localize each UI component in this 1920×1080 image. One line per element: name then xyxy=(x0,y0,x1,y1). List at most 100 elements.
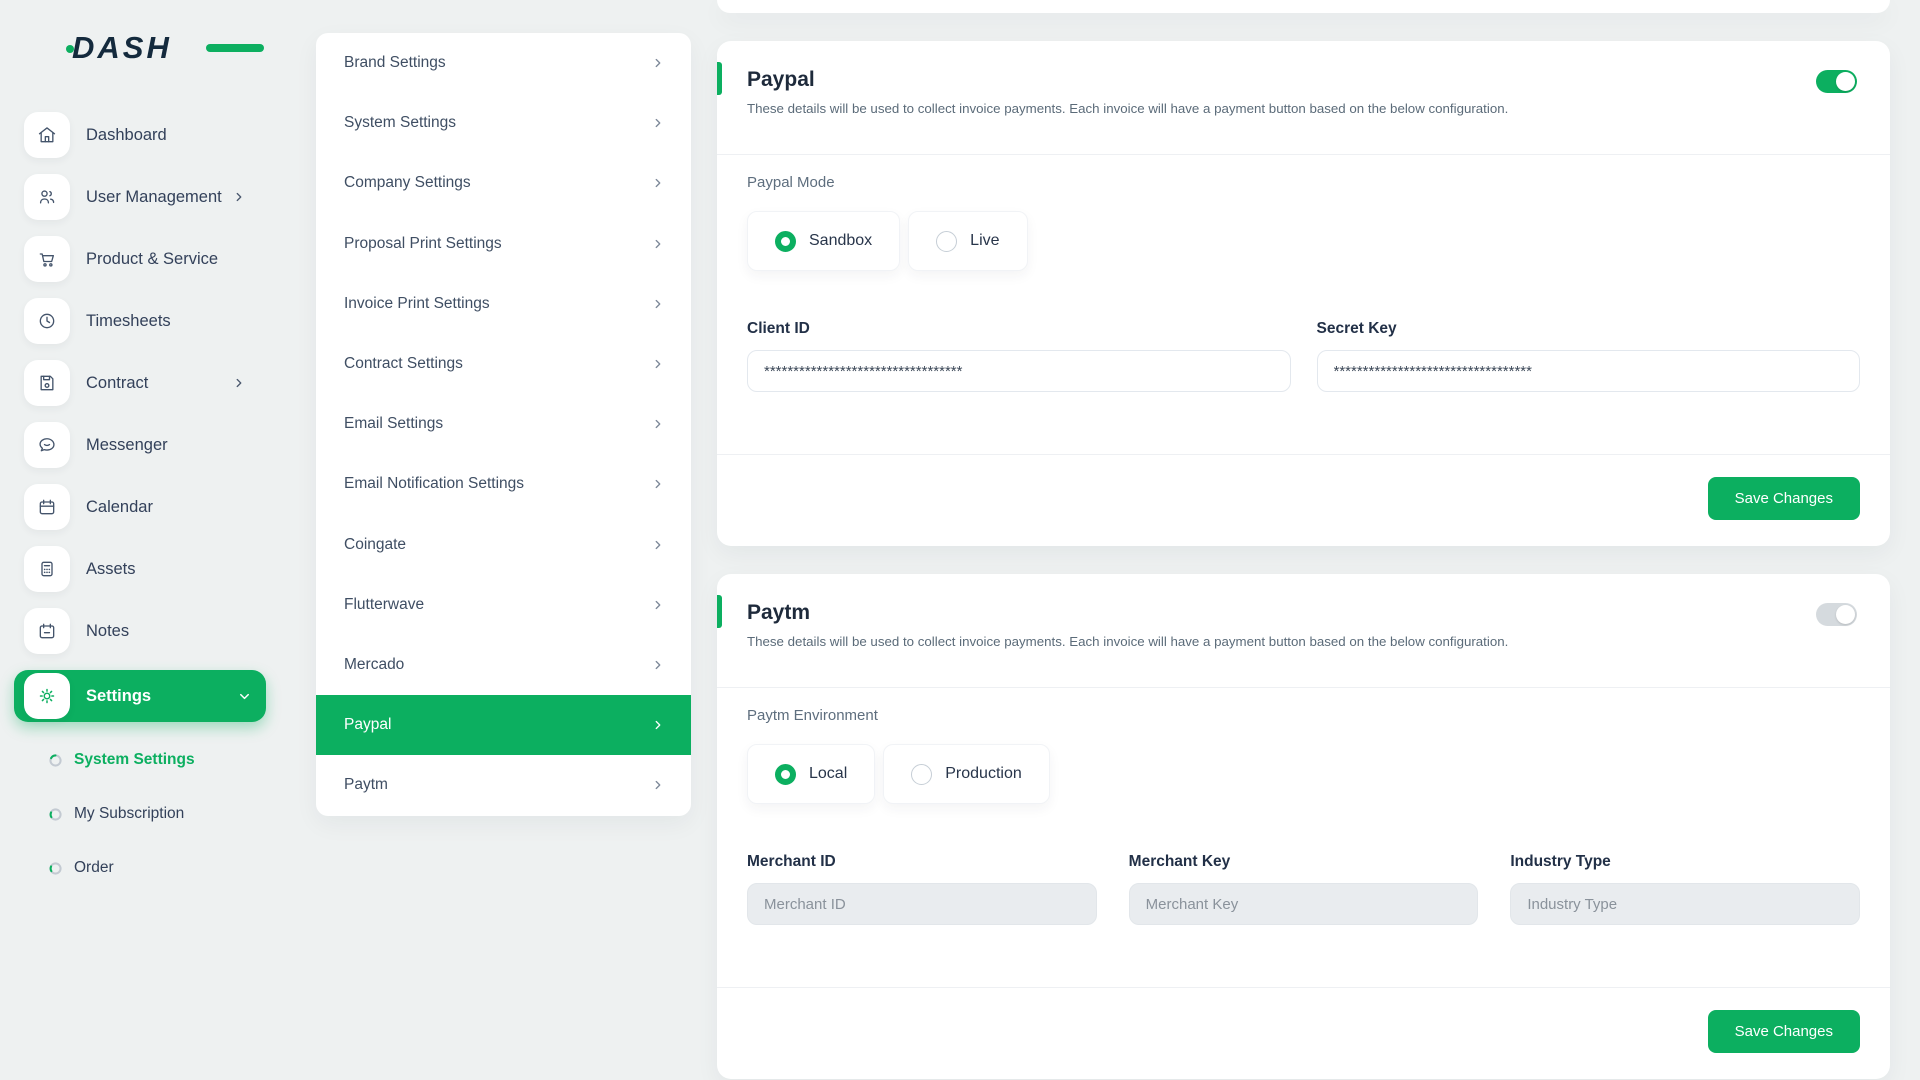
sidebar-item-timesheets[interactable]: Timesheets xyxy=(24,298,284,344)
toggle-knob xyxy=(1836,72,1855,91)
secret-key-input[interactable] xyxy=(1316,350,1860,392)
paytm-save-button[interactable]: Save Changes xyxy=(1707,1010,1860,1053)
toggle-knob xyxy=(1836,605,1855,624)
settings-menu-label: Paytm xyxy=(344,776,388,794)
main-content: Paypal These details will be used to col… xyxy=(717,0,1890,1080)
settings-menu-item-brand-settings[interactable]: Brand Settings xyxy=(316,33,691,93)
paytm-card-header: Paytm These details will be used to coll… xyxy=(717,574,1890,688)
sidebar-item-assets[interactable]: Assets xyxy=(24,546,284,592)
logo-dash-icon xyxy=(206,44,264,52)
sidebar-item-calendar[interactable]: Calendar xyxy=(24,484,284,530)
radio-selected-icon[interactable] xyxy=(775,230,796,252)
settings-menu-item-contract-settings[interactable]: Contract Settings xyxy=(316,334,691,394)
sidebar-item-contract[interactable]: Contract xyxy=(24,360,284,406)
radio-selected-icon[interactable] xyxy=(775,763,796,785)
client-id-input[interactable] xyxy=(747,350,1291,392)
sidebar-item-label: Timesheets xyxy=(86,311,171,330)
merchant-key-input[interactable] xyxy=(1128,883,1479,925)
chevron-right-icon xyxy=(655,239,661,248)
sidebar-item-notes[interactable]: Notes xyxy=(24,608,284,654)
settings-menu-label: Invoice Print Settings xyxy=(344,294,490,312)
settings-menu-item-invoice-print-settings[interactable]: Invoice Print Settings xyxy=(316,274,691,334)
settings-subnav: System Settings My Subscription Order xyxy=(48,748,284,880)
paytm-card: Paytm These details will be used to coll… xyxy=(717,574,1890,1079)
settings-menu-label: Brand Settings xyxy=(344,54,446,72)
settings-menu-item-company-settings[interactable]: Company Settings xyxy=(316,153,691,213)
client-id-field-group: Client ID xyxy=(747,319,1291,392)
chevron-down-icon xyxy=(237,689,252,704)
chevron-right-icon xyxy=(655,721,661,730)
paypal-fields: Client ID Secret Key xyxy=(747,319,1860,392)
settings-menu-label: Company Settings xyxy=(344,174,471,192)
settings-menu-item-paypal[interactable]: Paypal xyxy=(316,695,691,756)
settings-menu-label: Contract Settings xyxy=(344,355,463,373)
users-icon xyxy=(24,174,70,220)
chevron-right-icon xyxy=(655,299,661,308)
accent-bar xyxy=(717,595,722,628)
paytm-description: These details will be used to collect in… xyxy=(747,634,1509,649)
chevron-right-icon xyxy=(655,540,661,549)
settings-menu-label: Email Notification Settings xyxy=(344,475,525,493)
radio-unselected-icon[interactable] xyxy=(911,763,933,785)
radio-option-local[interactable]: Local xyxy=(747,744,876,804)
chevron-right-icon xyxy=(655,600,661,609)
app-logo[interactable]: DASH xyxy=(66,28,264,68)
spinner-circle-icon xyxy=(49,753,62,767)
paypal-enable-toggle[interactable] xyxy=(1816,70,1857,93)
sidebar-item-user-management[interactable]: User Management xyxy=(24,174,284,220)
settings-menu-label: Paypal xyxy=(344,716,392,734)
subnav-item-label: System Settings xyxy=(74,751,195,768)
home-icon xyxy=(24,112,70,158)
settings-menu-item-email-notification-settings[interactable]: Email Notification Settings xyxy=(316,454,691,514)
radio-unselected-icon[interactable] xyxy=(936,230,958,252)
subnav-item-my-subscription[interactable]: My Subscription xyxy=(48,802,284,826)
settings-menu-item-coingate[interactable]: Coingate xyxy=(316,515,691,575)
paypal-save-button[interactable]: Save Changes xyxy=(1707,477,1860,520)
settings-menu-item-flutterwave[interactable]: Flutterwave xyxy=(316,575,691,635)
sidebar: DASH Dashboard User Management xyxy=(0,0,284,1080)
sidebar-item-product-service[interactable]: Product & Service xyxy=(24,236,284,282)
chat-icon xyxy=(24,422,70,468)
sidebar-item-messenger[interactable]: Messenger xyxy=(24,422,284,468)
chevron-right-icon xyxy=(655,420,661,429)
subnav-item-order[interactable]: Order xyxy=(48,856,284,880)
settings-menu-label: Coingate xyxy=(344,535,407,553)
notes-icon xyxy=(24,608,70,654)
subnav-item-label: Order xyxy=(74,859,114,876)
accent-bar xyxy=(717,62,722,95)
merchant-id-input[interactable] xyxy=(747,883,1097,925)
settings-menu-label: Mercado xyxy=(344,655,405,673)
settings-menu-item-paytm[interactable]: Paytm xyxy=(316,755,691,815)
radio-option-label: Sandbox xyxy=(809,232,873,249)
client-id-label: Client ID xyxy=(747,320,810,337)
sidebar-item-label: User Management xyxy=(86,187,222,206)
industry-type-label: Industry Type xyxy=(1510,853,1611,870)
settings-menu-panel: Brand Settings System Settings Company S… xyxy=(316,33,691,816)
subnav-item-system-settings[interactable]: System Settings xyxy=(48,748,284,772)
paytm-card-footer: Save Changes xyxy=(717,987,1890,1079)
paytm-enable-toggle[interactable] xyxy=(1816,603,1857,626)
calculator-icon xyxy=(24,546,70,592)
paytm-environment-options: Local Production xyxy=(747,744,1860,804)
settings-menu-item-mercado[interactable]: Mercado xyxy=(316,635,691,695)
merchant-id-label: Merchant ID xyxy=(747,853,836,870)
clock-icon xyxy=(24,298,70,344)
radio-option-production[interactable]: Production xyxy=(883,744,1050,804)
paypal-mode-options: Sandbox Live xyxy=(747,211,1860,271)
industry-type-input[interactable] xyxy=(1510,883,1860,925)
radio-option-sandbox[interactable]: Sandbox xyxy=(747,211,901,271)
industry-type-field-group: Industry Type xyxy=(1510,852,1860,925)
merchant-id-field-group: Merchant ID xyxy=(747,852,1097,925)
settings-menu-item-system-settings[interactable]: System Settings xyxy=(316,93,691,153)
radio-option-live[interactable]: Live xyxy=(908,211,1028,271)
radio-option-label: Live xyxy=(970,232,1000,249)
paytm-fields: Merchant ID Merchant Key Industry Type xyxy=(747,852,1860,925)
chevron-right-icon xyxy=(232,190,246,204)
chevron-right-icon xyxy=(232,376,246,390)
settings-menu-item-proposal-print-settings[interactable]: Proposal Print Settings xyxy=(316,214,691,274)
sidebar-item-settings[interactable]: Settings xyxy=(14,670,266,722)
sidebar-item-dashboard[interactable]: Dashboard xyxy=(24,112,284,158)
settings-menu-label: Email Settings xyxy=(344,415,444,433)
settings-menu-label: Flutterwave xyxy=(344,595,425,613)
settings-menu-item-email-settings[interactable]: Email Settings xyxy=(316,394,691,454)
